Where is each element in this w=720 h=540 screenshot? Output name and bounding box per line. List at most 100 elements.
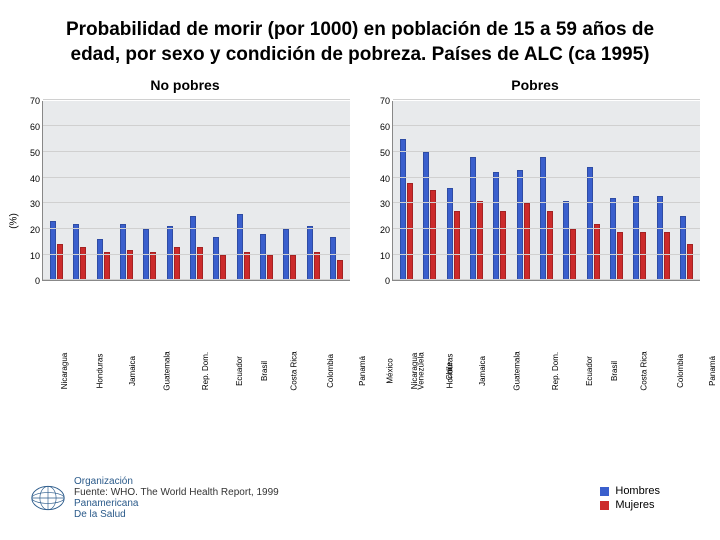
x-labels-right: NicaraguaHondurasJamaicaGuatemalaRep. Do… (392, 341, 700, 355)
bar-mujeres (267, 255, 273, 281)
x-label: Guatemala (163, 352, 173, 391)
bar-hombres (120, 224, 126, 281)
bar-mujeres (687, 244, 693, 280)
x-label: Panamá (708, 356, 718, 386)
bar-hombres (190, 216, 196, 280)
slide-title: Probabilidad de morir (por 1000) en pobl… (0, 0, 720, 77)
gridline (43, 151, 350, 152)
legend-mujeres: Mujeres (600, 499, 660, 511)
gridline (393, 151, 700, 152)
gridline (43, 125, 350, 126)
bar-hombres (540, 157, 546, 280)
bar-mujeres (524, 203, 530, 280)
charts-row: No pobres (%) 010203040506070 NicaraguaH… (0, 77, 720, 355)
ytick: 10 (30, 251, 40, 261)
ytick: 20 (380, 225, 390, 235)
x-label: Costa Rica (290, 352, 300, 391)
bar-mujeres (617, 232, 623, 281)
plot-right (392, 101, 700, 281)
x-label: Jamaica (128, 356, 138, 386)
ytick: 60 (380, 122, 390, 132)
y-axis-left: 010203040506070 (20, 101, 42, 281)
chart-pobres: Pobres 0 10 20 30 40 50 60 70 NicaraguaHonduras… (370, 77, 700, 355)
bar-hombres (657, 196, 663, 281)
bar-mujeres (640, 232, 646, 281)
paho-logo-icon (30, 484, 66, 512)
bar-mujeres (477, 201, 483, 281)
x-labels-left: NicaraguaHondurasJamaicaGuatemalaRep. Do… (42, 341, 350, 355)
x-label: Nicaragua (60, 353, 70, 389)
ytick: 70 (380, 96, 390, 106)
bar-mujeres (500, 211, 506, 280)
gridline (393, 202, 700, 203)
source-text: Fuente: WHO. The World Health Report, 19… (74, 487, 279, 498)
ytick: 30 (30, 199, 40, 209)
chart-subtitle-right: Pobres (370, 77, 700, 93)
ytick: 0 (35, 276, 40, 286)
bar-hombres (563, 201, 569, 281)
bar-mujeres (104, 252, 110, 280)
bar-mujeres (197, 247, 203, 280)
bar-mujeres (454, 211, 460, 280)
legend-label-hombres: Hombres (615, 485, 660, 497)
bar-mujeres (290, 255, 296, 281)
bar-mujeres (594, 224, 600, 281)
gridline (393, 279, 700, 280)
gridline (43, 279, 350, 280)
bar-mujeres (547, 211, 553, 280)
ytick: 20 (30, 225, 40, 235)
x-label: Rep. Dom. (201, 352, 211, 390)
ytick: 30 (380, 199, 390, 209)
gridline (43, 254, 350, 255)
x-label: Nicaragua (410, 353, 420, 389)
bar-hombres (237, 214, 243, 281)
bar-hombres (633, 196, 639, 281)
ytick: 10 (380, 251, 390, 261)
legend-swatch-hombres (600, 487, 609, 496)
gridline (43, 202, 350, 203)
x-label: Ecuador (585, 356, 595, 386)
bar-hombres (680, 216, 686, 280)
bar-hombres (610, 198, 616, 280)
bar-hombres (260, 234, 266, 280)
org-line1: Organización (74, 476, 279, 487)
org-line3: De la Salud (74, 509, 279, 520)
org-line2: Panamericana (74, 498, 279, 509)
ytick: 40 (380, 174, 390, 184)
bar-hombres (213, 237, 219, 281)
bar-hombres (330, 237, 336, 281)
x-label: Brasil (260, 361, 270, 381)
gridline (43, 177, 350, 178)
x-label: Rep. Dom. (551, 352, 561, 390)
legend: Hombres Mujeres (600, 483, 660, 513)
bar-hombres (587, 167, 593, 280)
ytick: 50 (380, 148, 390, 158)
bar-hombres (97, 239, 103, 280)
bar-mujeres (150, 252, 156, 280)
bar-hombres (73, 224, 79, 281)
bar-hombres (423, 152, 429, 281)
gridline (393, 254, 700, 255)
gridline (43, 228, 350, 229)
x-label: Costa Rica (640, 352, 650, 391)
bar-mujeres (430, 190, 436, 280)
gridline (393, 228, 700, 229)
legend-swatch-mujeres (600, 501, 609, 510)
y-axis-right: 010203040506070 (370, 101, 392, 281)
ytick: 0 (385, 276, 390, 286)
gridline (393, 177, 700, 178)
x-label: Panamá (358, 356, 368, 386)
gridline (393, 125, 700, 126)
ytick: 70 (30, 96, 40, 106)
gridline (393, 99, 700, 100)
x-label: Honduras (96, 354, 106, 389)
bar-hombres (470, 157, 476, 280)
bar-mujeres (407, 183, 413, 281)
bar-mujeres (244, 252, 250, 280)
plot-left (42, 101, 350, 281)
chart-no-pobres: No pobres (%) 010203040506070 NicaraguaH… (20, 77, 350, 355)
bar-hombres (50, 221, 56, 280)
source-block: Organización Fuente: WHO. The World Heal… (30, 476, 279, 520)
x-label: Brasil (610, 361, 620, 381)
bar-mujeres (314, 252, 320, 280)
